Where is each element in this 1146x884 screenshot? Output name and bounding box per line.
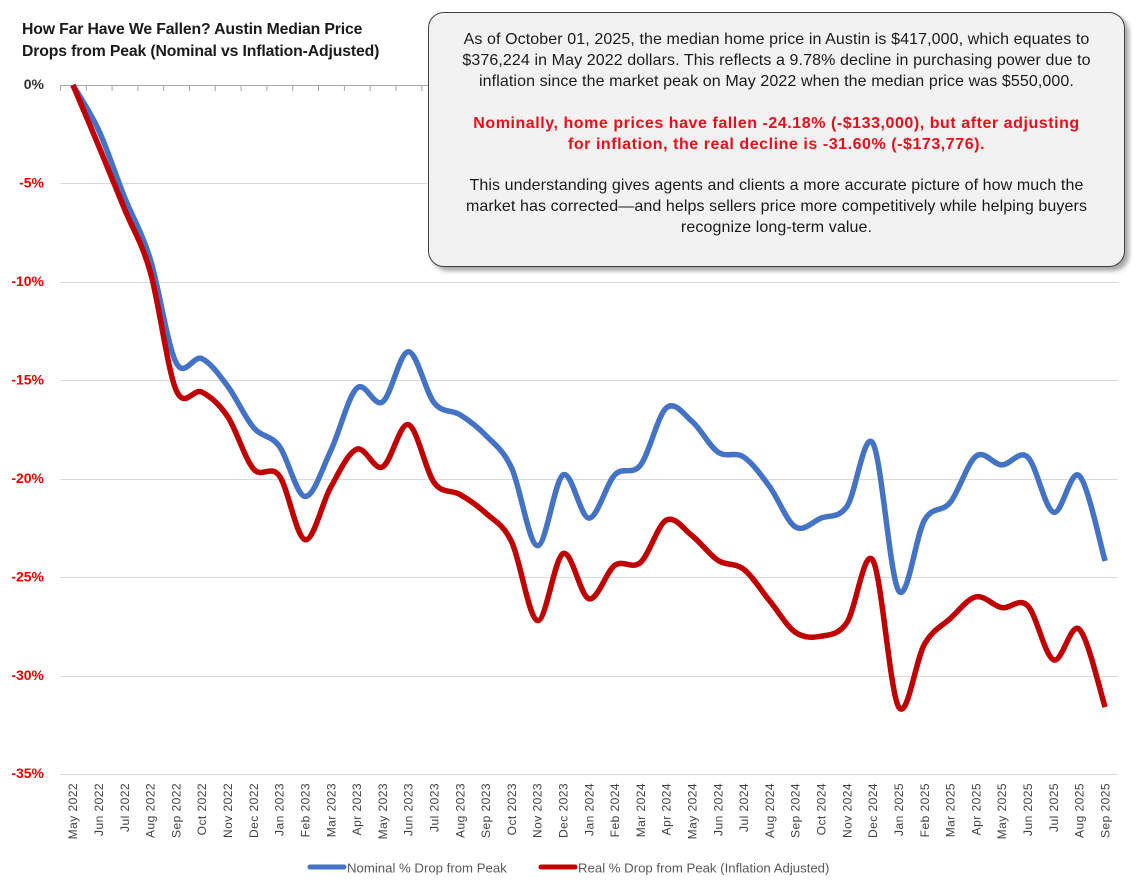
svg-text:-15%: -15% xyxy=(11,372,44,388)
svg-text:Oct 2024: Oct 2024 xyxy=(815,783,829,835)
svg-text:Apr 2025: Apr 2025 xyxy=(969,783,983,835)
svg-text:-10%: -10% xyxy=(11,273,44,289)
svg-text:Jun 2022: Jun 2022 xyxy=(92,783,106,836)
svg-text:Nov 2022: Nov 2022 xyxy=(221,783,235,838)
svg-text:Real % Drop from Peak (Inflati: Real % Drop from Peak (Inflation Adjuste… xyxy=(578,861,829,876)
svg-text:Jul 2024: Jul 2024 xyxy=(737,783,751,832)
svg-text:Mar 2024: Mar 2024 xyxy=(634,783,648,837)
svg-text:Sep 2022: Sep 2022 xyxy=(169,783,183,838)
svg-text:Jan 2025: Jan 2025 xyxy=(892,783,906,836)
svg-text:Mar 2025: Mar 2025 xyxy=(944,783,958,837)
svg-text:Jul 2022: Jul 2022 xyxy=(118,783,132,832)
svg-text:-20%: -20% xyxy=(11,470,44,486)
svg-text:Feb 2025: Feb 2025 xyxy=(918,783,932,837)
svg-text:Oct 2023: Oct 2023 xyxy=(505,783,519,835)
svg-text:May 2024: May 2024 xyxy=(686,783,700,839)
svg-text:Feb 2024: Feb 2024 xyxy=(608,783,622,837)
svg-text:Aug 2022: Aug 2022 xyxy=(144,783,158,838)
svg-text:Feb 2023: Feb 2023 xyxy=(298,783,312,837)
svg-text:Jun 2025: Jun 2025 xyxy=(1021,783,1035,836)
svg-text:May 2025: May 2025 xyxy=(995,783,1009,839)
svg-text:-30%: -30% xyxy=(11,667,44,683)
svg-text:Jan 2024: Jan 2024 xyxy=(582,783,596,836)
svg-text:Mar 2023: Mar 2023 xyxy=(324,783,338,837)
svg-text:Nov 2023: Nov 2023 xyxy=(531,783,545,838)
svg-text:Apr 2023: Apr 2023 xyxy=(350,783,364,835)
svg-text:Sep 2023: Sep 2023 xyxy=(479,783,493,838)
svg-text:May 2022: May 2022 xyxy=(66,783,80,839)
svg-text:Dec 2024: Dec 2024 xyxy=(866,783,880,838)
svg-text:-25%: -25% xyxy=(11,568,44,584)
svg-text:Nominal % Drop from Peak: Nominal % Drop from Peak xyxy=(347,861,507,876)
svg-text:Aug 2024: Aug 2024 xyxy=(763,783,777,838)
svg-text:Oct 2022: Oct 2022 xyxy=(195,783,209,835)
svg-text:0%: 0% xyxy=(24,76,45,92)
svg-text:Jun 2024: Jun 2024 xyxy=(711,783,725,836)
svg-text:Jan 2023: Jan 2023 xyxy=(273,783,287,836)
svg-text:Nov 2024: Nov 2024 xyxy=(840,783,854,838)
svg-text:-5%: -5% xyxy=(19,175,44,191)
svg-text:Jul 2023: Jul 2023 xyxy=(428,783,442,832)
svg-text:Dec 2023: Dec 2023 xyxy=(557,783,571,838)
svg-text:Jul 2025: Jul 2025 xyxy=(1047,783,1061,832)
svg-text:May 2023: May 2023 xyxy=(376,783,390,839)
svg-text:-35%: -35% xyxy=(11,765,44,781)
svg-text:Dec 2022: Dec 2022 xyxy=(247,783,261,838)
svg-text:Apr 2024: Apr 2024 xyxy=(660,783,674,835)
svg-text:Sep 2025: Sep 2025 xyxy=(1098,783,1112,838)
svg-text:Aug 2023: Aug 2023 xyxy=(453,783,467,838)
svg-text:Jun 2023: Jun 2023 xyxy=(402,783,416,836)
svg-text:Sep 2024: Sep 2024 xyxy=(789,783,803,838)
svg-text:Aug 2025: Aug 2025 xyxy=(1073,783,1087,838)
